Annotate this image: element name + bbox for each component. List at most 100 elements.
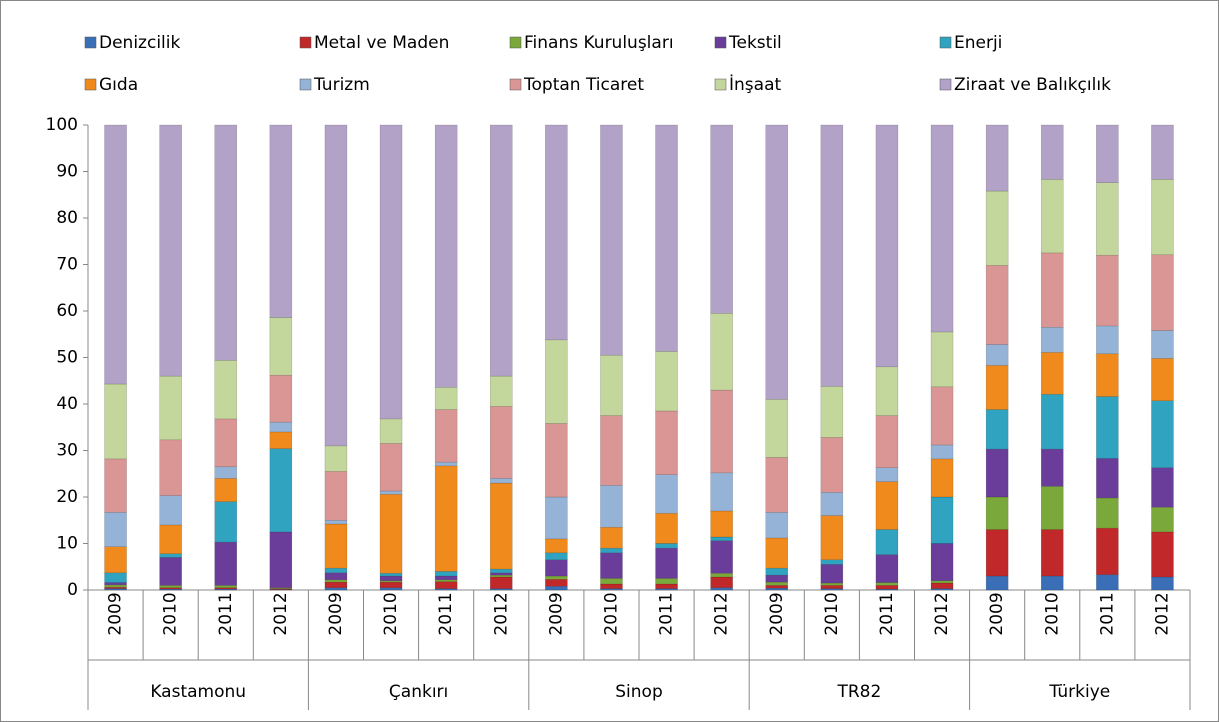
- bar-segment: [875, 366, 899, 416]
- legend-swatch: [939, 36, 952, 49]
- bar-segment: [379, 493, 403, 574]
- bar-segment: [545, 538, 568, 554]
- bar-segment: [930, 331, 954, 388]
- bar-segment: [600, 354, 623, 416]
- bar-segment: [985, 365, 1009, 410]
- bar-segment: [875, 124, 899, 368]
- x-tick-label: 2010: [822, 592, 842, 635]
- bar-segment: [1151, 400, 1174, 468]
- bar-segment: [159, 439, 182, 496]
- bar-segment: [545, 575, 568, 580]
- bar-segment: [765, 537, 789, 569]
- x-tick-label: 2011: [657, 592, 677, 635]
- bar-segment: [379, 124, 403, 420]
- legend-swatch: [509, 78, 522, 91]
- bar-segment: [600, 578, 623, 585]
- bar-segment: [545, 559, 568, 577]
- bar-segment: [985, 575, 1009, 591]
- bar-segment: [765, 399, 789, 458]
- bar-segment: [1040, 486, 1064, 530]
- group-label: Sinop: [615, 682, 662, 702]
- legend-label: Toptan Ticaret: [523, 75, 644, 95]
- legend-swatch: [714, 36, 727, 49]
- bar-segment: [1040, 575, 1064, 591]
- bar-segment: [820, 386, 844, 438]
- bar-segment: [655, 513, 678, 544]
- bar-segment: [545, 579, 568, 587]
- group-label: Kastamonu: [150, 682, 246, 702]
- bar-segment: [434, 579, 458, 582]
- bar-segment: [930, 543, 954, 581]
- bar-segment: [600, 124, 623, 356]
- bar-segment: [104, 582, 127, 586]
- bar-segment: [655, 578, 678, 585]
- bar-segment: [820, 437, 844, 493]
- bar-segment: [214, 466, 238, 479]
- bar-segment: [985, 344, 1009, 366]
- y-tick-label: 80: [56, 208, 78, 228]
- y-tick-label: 40: [56, 394, 78, 414]
- bar-segment: [820, 564, 844, 584]
- x-tick-label: 2009: [546, 592, 566, 635]
- y-tick-label: 10: [56, 534, 78, 554]
- bar-segment: [1040, 448, 1064, 487]
- legend-swatch: [84, 78, 97, 91]
- bar-segment: [104, 546, 127, 574]
- x-tick-label: 2012: [712, 592, 732, 635]
- bar-segment: [655, 543, 678, 549]
- bar-segment: [1151, 531, 1174, 578]
- bar-segment: [1151, 330, 1174, 359]
- bar-segment: [434, 124, 458, 388]
- bar-segment: [875, 585, 899, 590]
- bar-segment: [765, 512, 789, 539]
- bar-segment: [600, 526, 623, 549]
- bar-segment: [1096, 353, 1119, 397]
- bar-segment: [985, 409, 1009, 450]
- bar-segment: [379, 575, 403, 581]
- bar-segment: [655, 547, 678, 579]
- bar-segment: [1040, 124, 1064, 180]
- bar-segment: [214, 501, 238, 543]
- bar-segment: [269, 317, 293, 376]
- bar-segment: [1096, 325, 1119, 355]
- bar-segment: [875, 554, 899, 583]
- bar-segment: [104, 124, 127, 385]
- bar-segment: [985, 265, 1009, 345]
- bar-segment: [269, 431, 293, 449]
- bar-segment: [269, 124, 293, 318]
- bar-segment: [930, 580, 954, 584]
- bar-segment: [489, 568, 513, 574]
- x-tick-label: 2009: [767, 592, 787, 635]
- x-tick-label: 2009: [987, 592, 1007, 635]
- bar-segment: [710, 389, 733, 474]
- y-tick-label: 30: [56, 441, 78, 461]
- bar-segment: [434, 461, 458, 467]
- bar-segment: [324, 523, 348, 569]
- bar-segment: [545, 124, 568, 341]
- bar-segment: [489, 478, 513, 484]
- bar-segment: [710, 587, 733, 591]
- x-tick-label: 2009: [106, 592, 126, 635]
- bar-segment: [1151, 576, 1174, 591]
- bar-segment: [765, 587, 789, 591]
- legend-label: Ziraat ve Balıkçılık: [954, 75, 1111, 95]
- bar-segment: [324, 572, 348, 581]
- bar-segment: [1096, 396, 1119, 459]
- x-tick-label: 2010: [381, 592, 401, 635]
- bar-segment: [269, 374, 293, 423]
- bar-segment: [655, 474, 678, 514]
- bar-segment: [159, 585, 182, 588]
- x-tick-label: 2011: [1097, 592, 1117, 635]
- bar-segment: [489, 572, 513, 576]
- bar-segment: [765, 585, 789, 589]
- bar-segment: [820, 124, 844, 387]
- legend-swatch: [714, 78, 727, 91]
- bar-segment: [214, 124, 238, 361]
- bar-segment: [269, 421, 293, 433]
- bar-segment: [875, 415, 899, 468]
- y-tick-label: 0: [67, 580, 78, 600]
- bar-segment: [600, 552, 623, 579]
- x-tick-label: 2010: [601, 592, 621, 635]
- bar-segment: [214, 418, 238, 468]
- x-tick-label: 2012: [491, 592, 511, 635]
